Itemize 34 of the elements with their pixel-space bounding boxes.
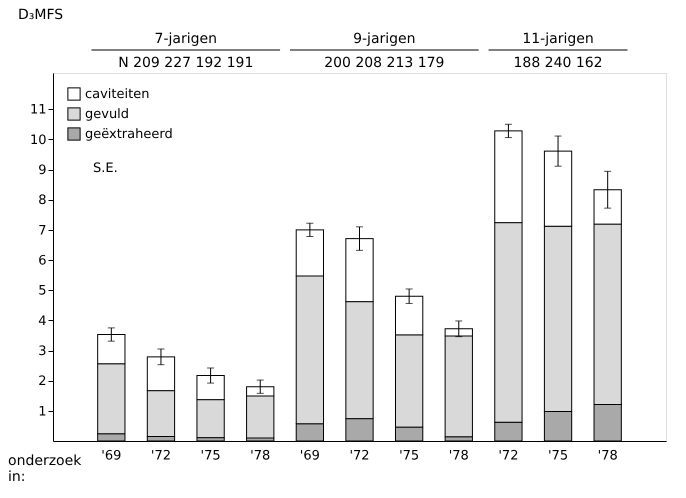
- text: 11-jarigen: [522, 31, 594, 47]
- y-tick-label: 1: [38, 404, 46, 420]
- x-tick-label: '75: [200, 448, 221, 464]
- text: 188 240 162: [514, 55, 603, 71]
- x-tick-label: '69: [101, 448, 122, 464]
- legend-label: gevuld: [85, 107, 130, 122]
- legend-label: caviteiten: [85, 87, 150, 102]
- y-tick-label: 6: [38, 254, 46, 269]
- x-tick-label: '72: [150, 448, 172, 464]
- y-tick-label: 3: [38, 344, 46, 360]
- x-tick-label: '78: [448, 448, 469, 464]
- x-tick-label: '72: [349, 448, 370, 464]
- y-tick-label: 10: [30, 132, 46, 148]
- y-tick-label: 2: [38, 374, 46, 390]
- y-axis-title: D₃MFS: [18, 7, 64, 23]
- x-axis-title: onderzoek in:: [8, 453, 82, 485]
- x-tick-label: '75: [399, 448, 420, 464]
- x-tick-label: '78: [598, 448, 618, 464]
- annotation: S.E.: [93, 161, 118, 176]
- y-tick-label: 7: [38, 223, 46, 238]
- y-tick-label: 5: [38, 284, 46, 299]
- text: N 209 227 192 191: [118, 55, 254, 71]
- text: 9-jarigen: [353, 31, 416, 47]
- legend-label: geëxtraheerd: [85, 127, 173, 142]
- y-tick-label: 4: [38, 314, 46, 329]
- x-tick-label: '75: [548, 448, 568, 464]
- text: 200 208 213 179: [324, 55, 444, 71]
- text: 7-jarigen: [154, 31, 217, 47]
- y-tick-label: 8: [38, 193, 46, 208]
- y-tick-label: 9: [38, 163, 46, 178]
- y-tick-label: 11: [30, 102, 46, 118]
- x-tick-label: '78: [250, 448, 270, 464]
- x-tick-label: '69: [300, 448, 320, 464]
- x-tick-label: '72: [498, 448, 518, 464]
